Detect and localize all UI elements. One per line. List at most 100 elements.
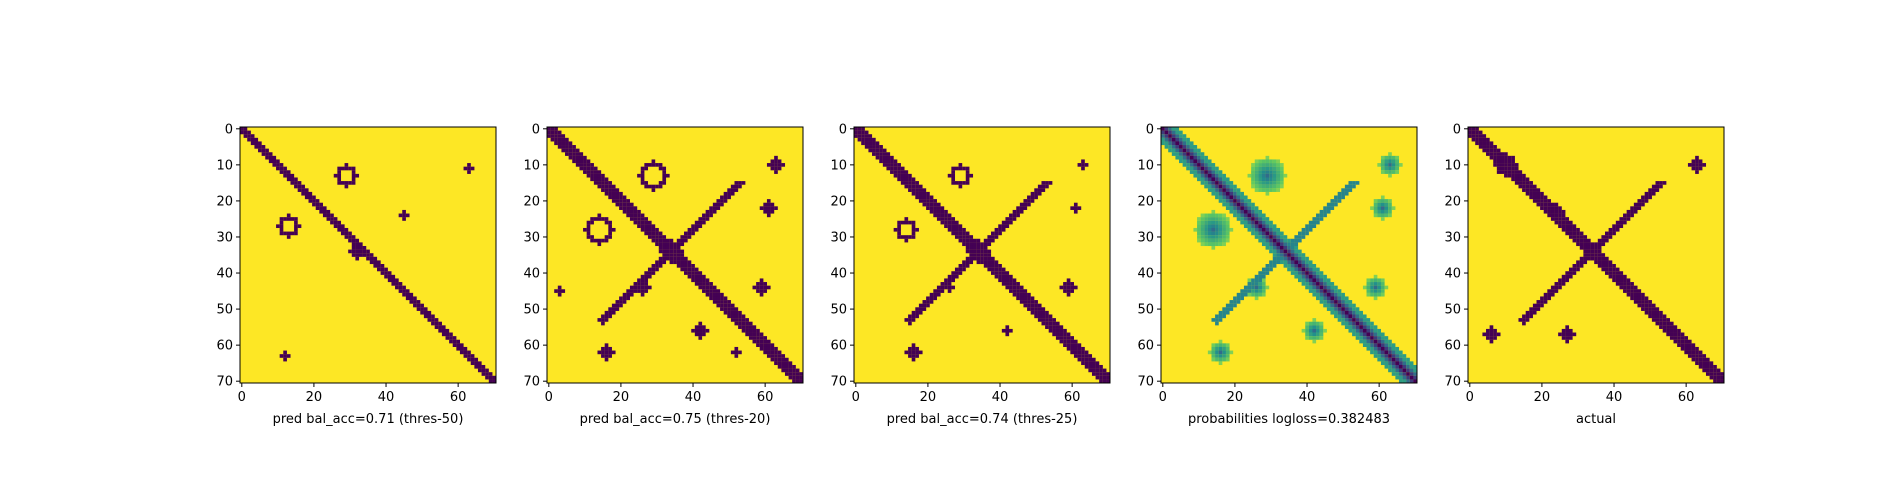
heatmap-cell [915,195,919,200]
heatmap-cell [1254,159,1259,164]
heatmap-cell [929,209,934,214]
heatmap-cell [933,202,937,207]
heatmap-cell [1222,350,1226,355]
heatmap-cell [1261,173,1266,178]
heatmap-cell [1240,292,1244,297]
heatmap-cell [1254,166,1259,171]
heatmap-cell [1565,325,1570,329]
heatmap-cell [485,372,489,376]
heatmap-cell [1027,296,1031,301]
heatmap-cell [655,238,659,243]
heatmap-cell [474,361,479,366]
heatmap-cell [304,191,309,196]
heatmap-cell [1561,224,1566,229]
heatmap-cell [709,289,713,293]
heatmap-cell [351,181,356,185]
heatmap-cell [431,321,435,326]
heatmap-cell [1518,184,1523,189]
heatmap-cell [1380,195,1385,200]
heatmap-cell [1355,310,1360,315]
heatmap-cell [1312,217,1317,221]
heatmap-cell [1572,238,1577,243]
heatmap-cell [1373,199,1378,203]
heatmap-cell [608,314,612,319]
heatmap-cell [936,289,941,293]
heatmap-cell [1272,166,1277,171]
heatmap-cell [687,264,692,268]
y-tick-label: 20 [1444,194,1461,209]
heatmap-cell [1193,227,1198,232]
heatmap-cell [781,357,786,362]
heatmap-cell [1222,188,1226,192]
heatmap-cell [676,256,681,261]
heatmap-cell [640,289,645,293]
heatmap-cell [691,231,695,236]
heatmap-cell [1009,274,1013,279]
heatmap-cell [770,350,775,355]
heatmap-cell [702,278,706,283]
heatmap-cell [1388,155,1392,160]
heatmap-cell [1308,325,1313,329]
heatmap-cell [1204,170,1208,174]
heatmap-cell [702,285,706,290]
heatmap-cell [1608,267,1613,272]
heatmap-cell [687,274,692,279]
heatmap-cell [597,350,602,355]
heatmap-cell [1540,300,1544,304]
heatmap-cell [1204,217,1208,221]
heatmap-cell [893,166,898,171]
heatmap-cell [1648,188,1652,192]
heatmap-cell [330,220,334,225]
heatmap-cell [730,314,735,319]
heatmap-cell [590,177,594,182]
heatmap-cell [1197,170,1201,174]
heatmap-cell [315,202,320,207]
heatmap-cell [911,235,916,239]
heatmap-cell [601,173,605,178]
heatmap-cell [1489,145,1494,149]
heatmap-cell [1247,217,1252,221]
heatmap-cell [279,354,284,358]
heatmap-cell [565,152,569,156]
heatmap-cell [1540,199,1544,203]
y-tick-label: 70 [830,375,847,390]
heatmap-cell [1633,289,1638,293]
heatmap-cell [1514,170,1519,174]
heatmap-cell [1161,127,1165,131]
heatmap-cell [1698,364,1703,369]
heatmap-cell [1489,155,1494,160]
heatmap-cell [998,224,1002,229]
heatmap-cell [1179,145,1183,149]
heatmap-cell [998,278,1002,283]
heatmap-cell [962,242,966,247]
heatmap-cell [294,231,298,236]
heatmap-cell [1666,325,1670,329]
heatmap-cell [1496,159,1501,164]
heatmap-cell [1084,350,1089,355]
heatmap-cell [550,130,555,135]
heatmap-cell [1507,173,1512,178]
heatmap-cell [680,256,685,261]
heatmap-cell [344,181,349,185]
heatmap-cell [1308,336,1313,340]
heatmap-cell [283,350,287,355]
heatmap-cell [1370,350,1374,355]
heatmap-cell [1233,199,1237,203]
heatmap-cell [1576,260,1580,265]
heatmap-cell [1290,245,1295,250]
heatmap-cell [1583,235,1588,239]
heatmap-cell [554,289,558,293]
heatmap-cell [1471,127,1476,131]
heatmap-cell [1511,155,1515,160]
heatmap-cell [1398,379,1403,384]
heatmap-cell [1084,357,1089,362]
heatmap-cell [1471,134,1476,138]
heatmap-cell [1359,310,1363,315]
heatmap-cell [1269,264,1273,268]
heatmap-cell [958,267,963,272]
heatmap-cell [1337,314,1342,319]
heatmap-cell [579,163,584,167]
heatmap-cell [1197,231,1201,236]
heatmap-cell [1705,357,1710,362]
heatmap-cell [384,274,388,279]
